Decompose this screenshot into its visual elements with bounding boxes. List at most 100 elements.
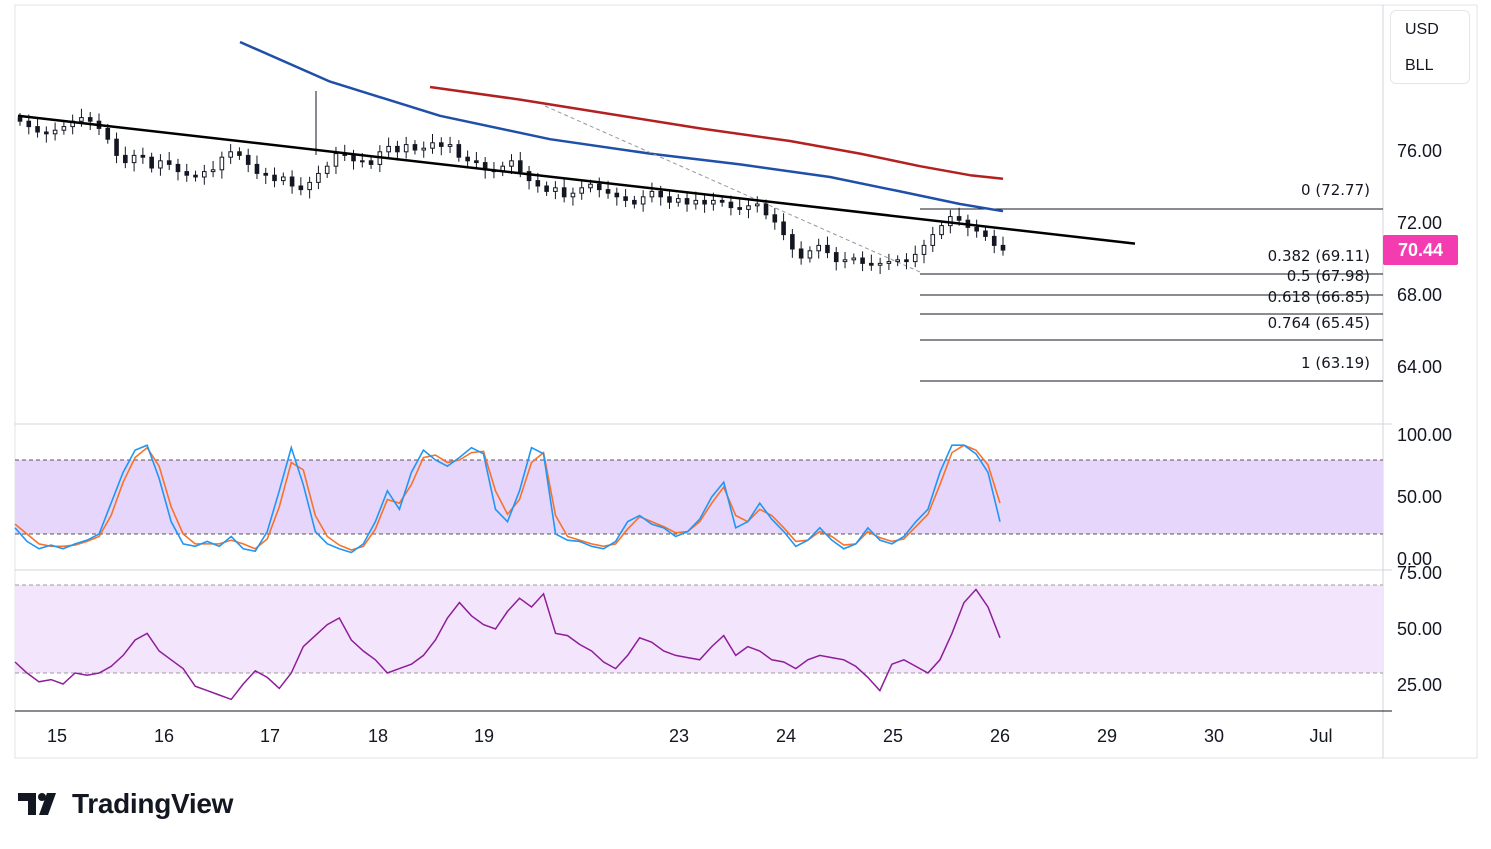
time-tick-label: Jul	[1309, 726, 1332, 746]
stoch-tick-label: 100.00	[1397, 425, 1452, 445]
currency-box[interactable]: USD BLL	[1390, 10, 1470, 84]
candle-up	[579, 187, 585, 194]
rsi-tick-label: 50.00	[1397, 619, 1442, 639]
candle-down	[737, 207, 742, 210]
price-tick-label: 68.00	[1397, 285, 1442, 305]
candle-down	[237, 151, 242, 156]
candle-up	[386, 145, 391, 153]
candle-down	[798, 248, 804, 259]
tradingview-logo-icon	[18, 793, 56, 815]
candle-up	[939, 225, 944, 236]
candle-down	[991, 235, 997, 246]
candle-up	[79, 117, 84, 122]
stoch-tick-label: 50.00	[1397, 487, 1442, 507]
candle-down	[175, 163, 181, 173]
stoch-k-line	[14, 444, 1001, 554]
candle-down	[605, 189, 611, 194]
candle-up	[746, 205, 751, 210]
candle-down	[596, 183, 602, 191]
candle-down	[87, 117, 93, 122]
fib-level-label: 1 (63.19)	[1301, 354, 1370, 372]
candle-up	[307, 181, 312, 191]
candle-down	[456, 144, 462, 158]
candle-up	[912, 253, 918, 263]
candle-up	[403, 144, 409, 153]
candle-down	[351, 154, 356, 162]
stoch-tick-label: 0.00	[1397, 549, 1432, 569]
time-tick-label: 19	[474, 726, 494, 746]
candle-up	[158, 160, 163, 169]
candle-up	[281, 176, 286, 182]
chart-frame	[14, 4, 1478, 759]
candle-down	[474, 160, 479, 164]
candle-down	[149, 156, 154, 169]
rsi-band	[15, 585, 1383, 673]
time-tick-label: 23	[669, 726, 689, 746]
fib-level-label: 0.5 (67.98)	[1287, 267, 1370, 285]
candle-down	[790, 234, 795, 250]
time-tick-label: 24	[776, 726, 796, 746]
candle-down	[245, 154, 251, 165]
candle-up	[219, 156, 225, 171]
time-tick-label: 17	[260, 726, 280, 746]
candle-down	[904, 259, 909, 263]
candle-down	[544, 185, 549, 192]
fib-anchor-line[interactable]	[544, 105, 921, 273]
candle-down	[140, 154, 146, 158]
time-tick-label: 16	[154, 726, 174, 746]
candle-down	[44, 131, 49, 135]
time-tick-label: 15	[47, 726, 67, 746]
candle-down	[517, 160, 523, 173]
candle-up	[324, 165, 330, 174]
candle-down	[254, 163, 260, 174]
candle-down	[465, 156, 470, 162]
candle-down	[869, 262, 874, 266]
fibonacci-levels[interactable]: 0 (72.77) 0.382 (69.11) 0.5 (67.98) 0.618 (…	[920, 181, 1383, 382]
axis-labels: 76.00 72.00 68.00 64.00 100.00 50.00 0.0075.00…	[47, 141, 1452, 746]
candle-down	[263, 172, 269, 176]
candle-down	[123, 154, 128, 164]
candle-up	[693, 199, 699, 205]
last-price-tag: 70.44	[1383, 235, 1458, 265]
candle-down	[825, 244, 830, 254]
fib-level-label: 0.764 (65.45)	[1268, 314, 1370, 332]
candle-up	[886, 261, 892, 264]
candle-down	[114, 138, 119, 156]
candle-down	[26, 120, 32, 128]
candle-up	[421, 147, 427, 151]
candle-down	[623, 196, 628, 201]
candle-up	[895, 259, 900, 263]
candle-down	[974, 226, 979, 232]
brand-name: TradingView	[72, 788, 234, 819]
candle-down	[368, 160, 374, 165]
candle-down	[289, 176, 295, 187]
candlesticks	[17, 91, 1006, 275]
candle-up	[359, 160, 365, 163]
candle-up	[202, 171, 207, 178]
candle-down	[184, 171, 190, 176]
tradingview-logo[interactable]: TradingView	[18, 786, 233, 822]
price-tick-label: 64.00	[1397, 357, 1442, 377]
candle-up	[754, 203, 760, 207]
candle-up	[930, 234, 936, 246]
candle-down	[763, 203, 769, 216]
fib-level-label: 0.382 (69.11)	[1268, 247, 1370, 265]
candle-down	[526, 171, 532, 182]
candle-down	[535, 180, 541, 187]
candle-up	[447, 144, 453, 147]
candle-down	[833, 252, 839, 263]
stochastic-lines	[14, 444, 1001, 554]
symbol-label: BLL	[1405, 57, 1434, 74]
candle-down	[781, 221, 786, 236]
candle-down	[632, 199, 637, 205]
rsi-line-path	[14, 588, 1001, 701]
candle-up	[649, 190, 655, 198]
candle-down	[166, 160, 172, 165]
candle-up	[430, 142, 435, 149]
candle-up	[210, 169, 216, 173]
candle-down	[438, 142, 444, 147]
fib-level-label: 0 (72.77)	[1301, 181, 1370, 199]
candle-down	[667, 196, 672, 203]
trendline[interactable]	[17, 114, 1136, 245]
